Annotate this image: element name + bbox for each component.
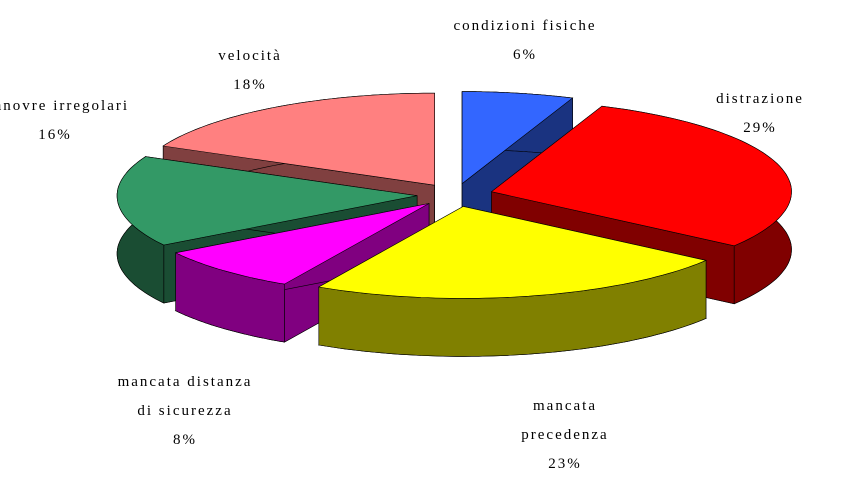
category-label: mancata precedenza [521, 398, 609, 443]
value-label: 29% [743, 120, 777, 136]
data-label: condizioni fisiche 6% [450, 12, 600, 70]
value-label: 23% [548, 456, 582, 472]
category-label: mancata distanza di sicurezza [117, 374, 253, 419]
category-label: manovre irregolari [0, 98, 130, 114]
value-label: 6% [513, 47, 537, 63]
category-label: distrazione [716, 91, 804, 107]
data-label: manovre irregolari 16% [0, 92, 130, 150]
data-label: distrazione 29% [705, 85, 815, 143]
category-label: condizioni fisiche [453, 18, 597, 34]
slice [490, 105, 792, 247]
slice [116, 156, 418, 246]
category-label: velocità [218, 48, 282, 64]
slice [461, 91, 574, 185]
data-label: mancata precedenza 23% [490, 392, 640, 479]
value-label: 18% [233, 77, 267, 93]
slice [317, 206, 707, 299]
value-label: 16% [38, 127, 72, 143]
slice [174, 203, 430, 285]
slice [162, 92, 435, 186]
data-label: velocità 18% [175, 42, 325, 100]
data-label: mancata distanza di sicurezza 8% [110, 368, 260, 455]
value-label: 8% [173, 432, 197, 448]
